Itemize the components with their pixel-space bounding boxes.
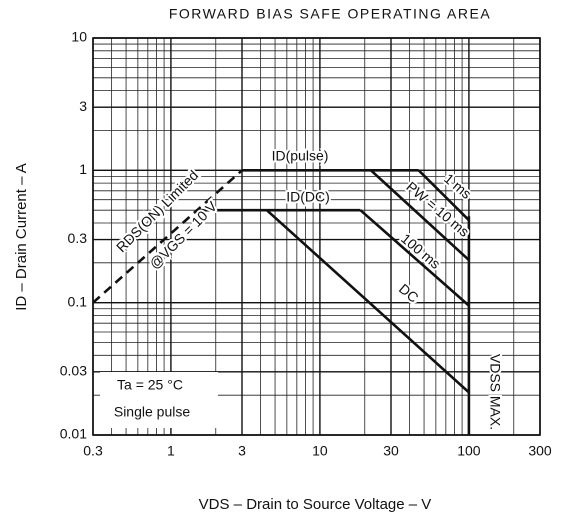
safe-area-boundary	[92, 169, 243, 304]
y-tick-label: 0.01	[60, 426, 87, 442]
y-tick-label: 10	[71, 29, 87, 45]
y-tick-label: 1	[79, 161, 87, 177]
x-tick-label: 0.3	[83, 443, 103, 459]
x-tick-label: 100	[457, 443, 481, 459]
y-axis-label: ID – Drain Current – A	[13, 163, 30, 311]
annotation: DC	[396, 280, 422, 305]
x-tick-label: 300	[528, 443, 552, 459]
x-tick-label: 3	[238, 443, 246, 459]
x-tick-label: 30	[383, 443, 399, 459]
x-tick-label: 10	[312, 443, 328, 459]
safe-area-boundary	[359, 209, 470, 307]
y-tick-label: 3	[79, 98, 87, 114]
safe-area-boundary	[417, 169, 470, 222]
annotation: VDSS MAX.	[487, 354, 503, 430]
safe-area-boundary	[370, 169, 470, 261]
annotation: Single pulse	[114, 404, 190, 420]
chart-title: FORWARD BIAS SAFE OPERATING AREA	[169, 6, 491, 22]
annotation: ID(DC)	[286, 189, 330, 205]
safe-area-boundary	[265, 209, 470, 394]
x-tick-label: 1	[167, 443, 175, 459]
y-tick-label: 0.3	[68, 230, 88, 246]
y-tick-label: 0.1	[68, 293, 88, 309]
annotation: ID(pulse)	[272, 148, 329, 164]
note-background	[100, 372, 218, 428]
y-tick-label: 0.03	[60, 363, 87, 379]
x-axis-label: VDS – Drain to Source Voltage – V	[199, 496, 432, 513]
annotation: Ta = 25 °C	[117, 377, 183, 393]
plot-frame	[92, 37, 541, 436]
